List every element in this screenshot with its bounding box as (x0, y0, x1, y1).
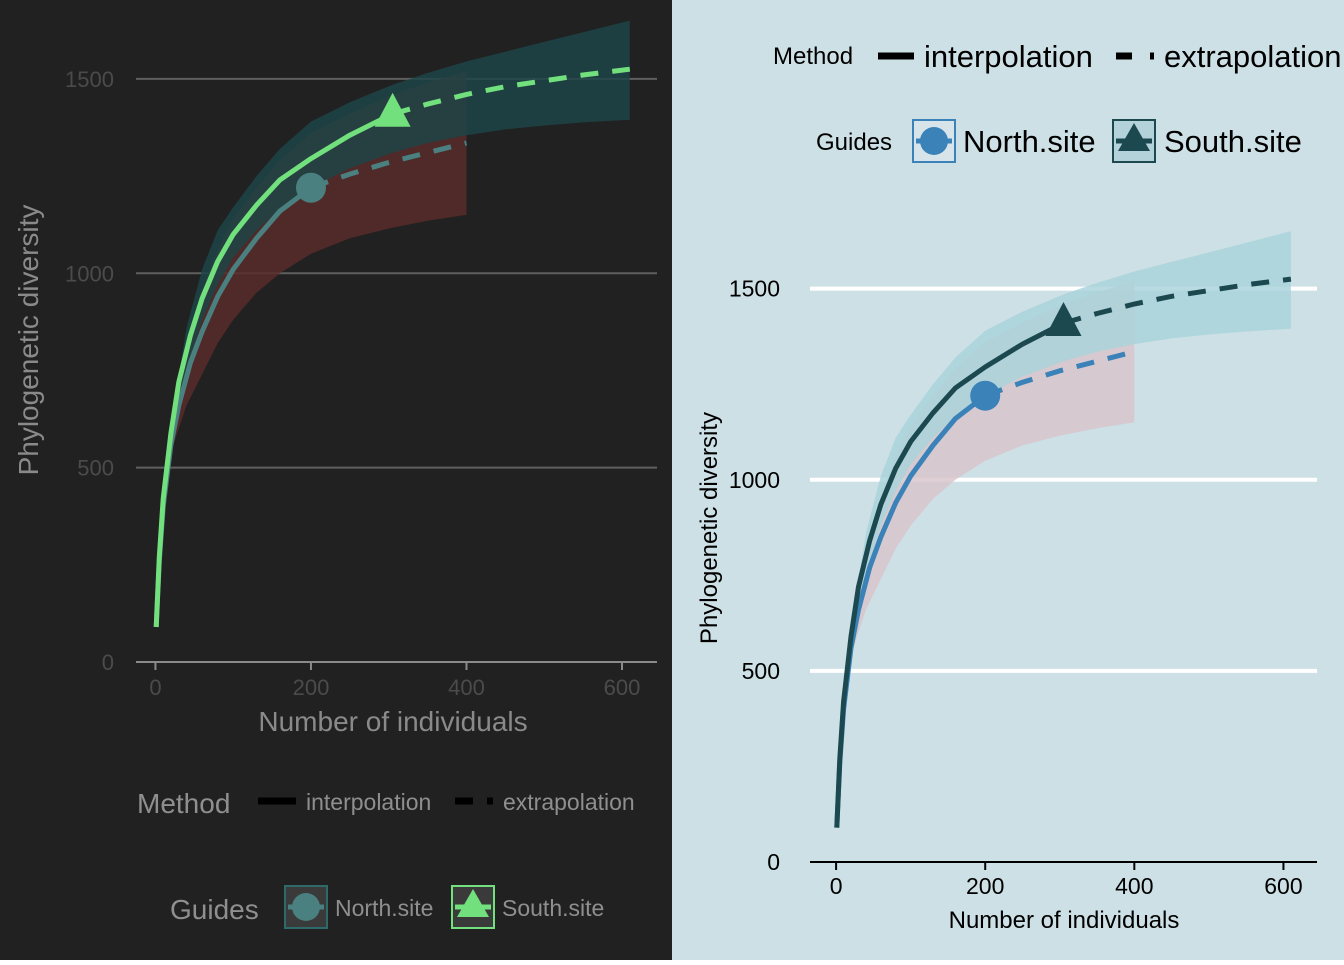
y-tick-label: 500 (742, 658, 780, 684)
right-legend-extrapolation-label: extrapolation (1164, 39, 1342, 74)
left-legend-interpolation-label: interpolation (306, 789, 431, 815)
south-site-extrapolation-line (391, 66, 631, 117)
left-legend-method-title: Method (137, 788, 230, 819)
right-confidence-bands (836, 231, 1291, 828)
left-legend-north-key-circle (292, 893, 320, 921)
left-reference-points (295, 92, 411, 203)
left-y-axis-label: Phylogenetic diversity (13, 205, 44, 476)
x-tick-label: 600 (604, 675, 641, 700)
left-tick-labels: 0 200 400 600 0 500 1000 1500 (65, 67, 640, 700)
south-site-confidence-band (156, 20, 630, 628)
south-site-reference-point (1045, 301, 1082, 336)
right-chart-panel: 0 200 400 600 0 500 1000 1500 Number of individ… (672, 0, 1344, 960)
y-tick-label: 1000 (729, 467, 780, 493)
left-legend-south-key-triangle (457, 889, 489, 917)
south-site-extrapolation-line (1062, 276, 1292, 326)
north-site-reference-point (295, 172, 326, 203)
left-confidence-bands (156, 20, 630, 628)
left-legend-north-label: North.site (335, 895, 433, 921)
left-chart-panel: 0 200 400 600 0 500 1000 1500 Number of individ… (0, 0, 672, 960)
x-tick-label: 200 (293, 675, 330, 700)
left-series-lines (153, 66, 631, 628)
right-x-axis-label: Number of individuals (949, 907, 1180, 934)
left-axes (136, 661, 657, 670)
right-legend-south-label: South.site (1164, 124, 1302, 159)
north-site-confidence-band (836, 281, 1135, 828)
right-legend-interpolation-label: interpolation (924, 39, 1093, 74)
right-legend-guides-title: Guides (816, 129, 892, 156)
north-site-extrapolation-line (984, 349, 1135, 399)
north-site-confidence-band (156, 71, 467, 628)
y-tick-label: 0 (767, 849, 780, 875)
right-tick-labels: 0 200 400 600 0 500 1000 1500 (729, 276, 1303, 899)
y-tick-label: 0 (102, 650, 114, 675)
y-tick-label: 500 (77, 456, 114, 481)
left-legend-guides-title: Guides (170, 894, 259, 925)
x-tick-label: 600 (1264, 873, 1302, 899)
right-axes (810, 861, 1317, 870)
left-legend-south-label: South.site (502, 895, 604, 921)
x-tick-label: 0 (830, 873, 843, 899)
left-legend-extrapolation-label: extrapolation (503, 789, 635, 815)
x-tick-label: 200 (966, 873, 1004, 899)
x-tick-label: 400 (1115, 873, 1153, 899)
south-site-interpolation-line (834, 320, 1065, 828)
south-site-interpolation-line (153, 111, 394, 628)
right-legend-north-key-circle (920, 127, 948, 155)
right-legend-north-label: North.site (963, 124, 1096, 159)
left-x-axis-label: Number of individuals (258, 706, 527, 737)
right-legend: Method interpolation extrapolation Guide… (773, 39, 1342, 163)
north-site-extrapolation-line (310, 140, 468, 191)
left-legend: Method interpolation extrapolation Guide… (137, 788, 635, 929)
right-legend-south-key-triangle (1118, 123, 1150, 151)
right-series-lines (834, 276, 1292, 828)
y-tick-label: 1000 (65, 261, 114, 286)
x-tick-label: 400 (448, 675, 485, 700)
south-site-reference-point (374, 92, 411, 127)
right-reference-points (970, 301, 1082, 411)
south-site-confidence-band (836, 231, 1291, 828)
right-legend-method-title: Method (773, 43, 853, 70)
y-tick-label: 1500 (65, 67, 114, 92)
y-tick-label: 1500 (729, 276, 780, 302)
right-y-axis-label: Phylogenetic diversity (696, 412, 723, 644)
x-tick-label: 0 (149, 675, 161, 700)
north-site-reference-point (970, 380, 1001, 411)
